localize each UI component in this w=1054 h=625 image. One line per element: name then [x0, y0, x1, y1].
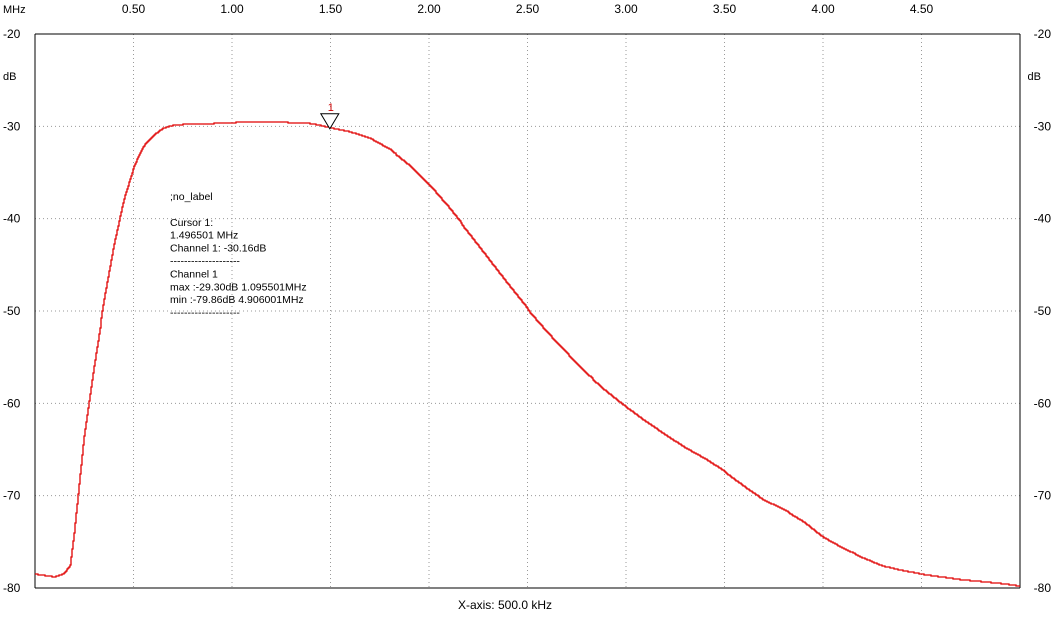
x-tick-label: 2.50	[516, 2, 540, 16]
y-tick-label-right: -80	[1034, 581, 1052, 595]
x-tick-label: 3.00	[614, 2, 638, 16]
cursor-1-number: 1	[328, 102, 334, 114]
y-tick-label-right: -70	[1034, 489, 1052, 503]
tick-labels: 0.50 1.00 1.50 2.00 2.50 3.00 3.50 4.00 4.50 -20 -…	[3, 2, 1051, 612]
y-tick-label-right: -20	[1034, 27, 1052, 41]
y-unit-label-right: dB	[1028, 71, 1041, 83]
separator: --------------------	[170, 256, 240, 268]
x-tick-label: 1.00	[220, 2, 244, 16]
y-tick-label-right: -30	[1034, 119, 1052, 133]
y-tick-label-left: -20	[3, 27, 21, 41]
x-tick-label: 4.50	[910, 2, 934, 16]
cursor-title: Cursor 1:	[170, 217, 213, 229]
cursor-marker[interactable]: 1	[319, 102, 340, 130]
grid-lines	[35, 34, 1020, 588]
series-layer	[35, 121, 1020, 587]
cursor-channel-value: Channel 1: -30.16dB	[170, 243, 266, 255]
y-tick-label-left: -50	[3, 304, 21, 318]
y-unit-label-left: dB	[3, 71, 16, 83]
y-tick-label-left: -40	[3, 212, 21, 226]
x-tick-label: 2.00	[417, 2, 441, 16]
series-line-channel-1	[35, 121, 1020, 587]
x-unit-label: MHz	[3, 4, 26, 16]
x-tick-label: 0.50	[122, 2, 146, 16]
x-tick-label: 1.50	[319, 2, 343, 16]
y-tick-label-right: -40	[1034, 212, 1052, 226]
channel-title: Channel 1	[170, 268, 218, 280]
x-tick-label: 4.00	[811, 2, 835, 16]
cursor-1-marker[interactable]	[319, 113, 340, 130]
y-tick-label-right: -60	[1034, 396, 1052, 410]
y-tick-label-left: -80	[3, 581, 21, 595]
cursor-frequency: 1.496501 MHz	[170, 230, 238, 242]
y-tick-label-left: -70	[3, 489, 21, 503]
info-label: ;no_label	[170, 191, 213, 203]
y-tick-label-right: -50	[1034, 304, 1052, 318]
axes	[34, 33, 1021, 589]
separator: --------------------	[170, 307, 240, 319]
y-tick-label-left: -60	[3, 396, 21, 410]
channel-min: min :-79.86dB 4.906001MHz	[170, 294, 304, 306]
y-tick-label-left: -30	[3, 119, 21, 133]
x-tick-label: 3.50	[713, 2, 737, 16]
x-axis-title: X-axis: 500.0 kHz	[458, 598, 552, 612]
channel-max: max :-29.30dB 1.095501MHz	[170, 281, 307, 293]
